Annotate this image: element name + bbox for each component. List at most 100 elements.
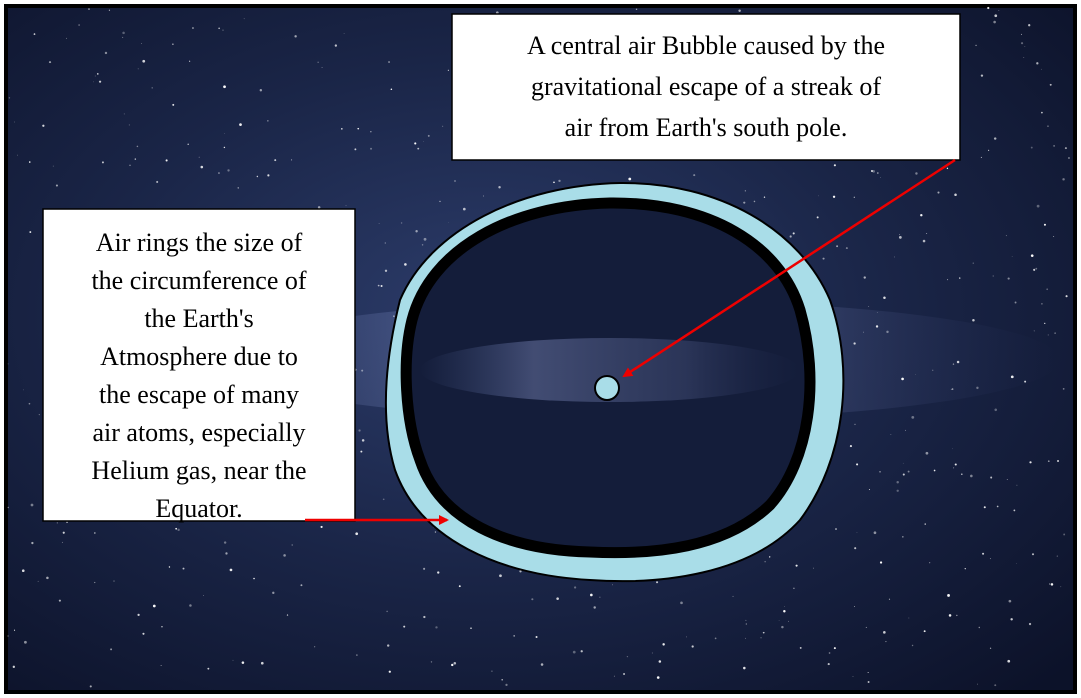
- star: [1031, 147, 1033, 149]
- star: [59, 600, 61, 602]
- star: [1012, 256, 1013, 257]
- star: [1054, 332, 1055, 333]
- star: [976, 387, 978, 389]
- star: [657, 676, 660, 679]
- star: [1015, 302, 1017, 304]
- star: [267, 120, 268, 121]
- star: [169, 566, 170, 567]
- star: [1044, 224, 1046, 226]
- star: [1062, 178, 1064, 180]
- star: [883, 631, 886, 634]
- star: [370, 131, 371, 132]
- star: [1016, 563, 1017, 564]
- star: [686, 637, 687, 638]
- star: [435, 626, 437, 628]
- star: [93, 81, 94, 82]
- star: [1007, 479, 1008, 480]
- star: [253, 578, 255, 580]
- star: [623, 673, 625, 675]
- star: [261, 662, 264, 665]
- star: [915, 172, 917, 174]
- star: [142, 60, 145, 63]
- star: [260, 89, 262, 91]
- star: [999, 10, 1000, 11]
- star: [846, 247, 848, 249]
- star: [796, 565, 798, 567]
- star: [854, 424, 855, 425]
- star: [381, 285, 383, 287]
- star: [981, 157, 982, 158]
- star: [505, 684, 507, 686]
- star: [932, 370, 933, 371]
- star: [850, 445, 852, 447]
- star: [573, 651, 576, 654]
- star: [239, 123, 242, 126]
- callout-line: Helium gas, near the: [91, 456, 306, 485]
- star: [138, 68, 139, 69]
- star: [920, 214, 922, 216]
- star: [31, 504, 34, 507]
- star: [901, 378, 904, 381]
- star: [834, 164, 836, 166]
- star: [439, 201, 440, 202]
- star: [320, 526, 322, 528]
- star: [987, 7, 989, 9]
- star: [238, 187, 239, 188]
- star: [864, 276, 866, 278]
- star: [415, 230, 417, 232]
- star: [358, 429, 360, 431]
- star: [23, 390, 24, 391]
- star: [161, 665, 162, 666]
- star: [952, 448, 953, 449]
- star: [863, 332, 864, 333]
- star: [902, 536, 903, 537]
- star: [423, 141, 424, 142]
- star: [274, 159, 276, 161]
- star: [956, 615, 957, 616]
- star: [911, 416, 914, 419]
- star: [1013, 510, 1015, 512]
- star: [1046, 288, 1048, 290]
- star: [491, 670, 492, 671]
- star: [422, 244, 423, 245]
- star: [483, 196, 484, 197]
- star: [733, 596, 734, 597]
- star: [961, 474, 962, 475]
- star: [612, 584, 613, 585]
- star: [574, 586, 576, 588]
- star: [937, 191, 939, 193]
- star: [156, 181, 158, 183]
- star: [39, 414, 40, 415]
- star: [1041, 303, 1042, 304]
- star: [1034, 331, 1035, 332]
- star: [437, 571, 439, 573]
- star: [189, 61, 190, 62]
- star: [379, 223, 380, 224]
- star: [56, 184, 58, 186]
- star: [536, 636, 538, 638]
- star: [745, 620, 746, 621]
- star: [267, 174, 269, 176]
- star: [442, 126, 443, 127]
- star: [370, 148, 372, 150]
- star: [659, 660, 662, 663]
- star: [923, 240, 926, 243]
- star: [470, 627, 472, 629]
- star: [614, 676, 615, 677]
- star: [354, 148, 356, 150]
- star: [129, 124, 130, 125]
- star: [1063, 534, 1065, 536]
- star: [885, 641, 886, 642]
- star: [1023, 57, 1024, 58]
- star: [224, 541, 226, 543]
- star: [1044, 323, 1045, 324]
- star: [558, 180, 560, 182]
- star: [90, 685, 92, 687]
- star: [463, 208, 466, 211]
- star: [979, 627, 980, 628]
- star: [834, 647, 836, 649]
- star: [99, 81, 101, 83]
- star: [823, 258, 825, 260]
- star: [63, 532, 65, 534]
- star: [854, 547, 856, 549]
